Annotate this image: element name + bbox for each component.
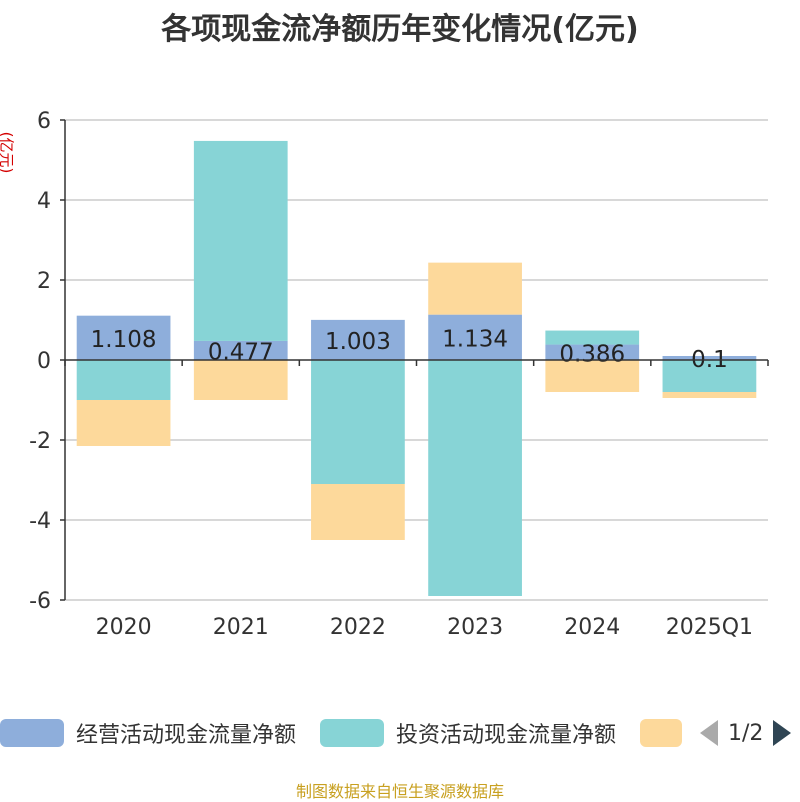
x-tick-label: 2021 (213, 615, 269, 640)
y-tick-label: -2 (29, 429, 51, 454)
grid-lines (65, 119, 768, 601)
bar-series2-2022 (311, 484, 405, 540)
axes: -6 -4 -2 0 2 4 6 2020 2021 2022 2023 2024 2025Q1 (29, 109, 769, 640)
legend-swatch-investing (320, 719, 384, 747)
legend-item-operating[interactable]: 经营活动现金流量净额 (0, 716, 296, 750)
data-label: 1.134 (442, 326, 508, 352)
legend-label-investing: 投资活动现金流量净额 (396, 723, 617, 748)
bar-series1-2022 (311, 360, 405, 484)
bar-series0-2025Q1 (662, 356, 757, 360)
legend-swatch-operating (0, 719, 64, 747)
x-tick-label: 2023 (447, 615, 503, 640)
chart-title: 各项现金流净额历年变化情况(亿元) (161, 12, 639, 47)
bar-series0-2023 (428, 314, 522, 360)
legend-swatch-financing (640, 719, 682, 747)
pager-text: 1/2 (728, 720, 764, 746)
bar-series1-2020 (76, 360, 171, 400)
bar-series2-2021 (193, 360, 288, 400)
data-label: 1.003 (325, 329, 391, 355)
bar-series0-2021 (193, 340, 288, 360)
y-tick-label: 4 (37, 189, 51, 214)
x-tick-label: 2024 (564, 615, 620, 640)
bar-series2-2023 (428, 262, 522, 315)
y-tick-label: 2 (37, 269, 51, 294)
bar-series0-2022 (311, 319, 405, 360)
y-tick-label: -4 (29, 509, 51, 534)
bar-series1-2023 (428, 360, 522, 596)
pager-next-icon[interactable] (773, 720, 792, 746)
bar-series (76, 140, 757, 596)
bar-series0-2024 (545, 344, 640, 360)
y-tick-label: 6 (37, 109, 51, 134)
bar-series1-2024 (545, 330, 640, 345)
legend-item-financing[interactable] (640, 716, 682, 750)
bar-series0-2020 (76, 315, 171, 360)
y-tick-label: -6 (29, 589, 51, 614)
y-tick-label: 0 (37, 349, 51, 374)
bar-series2-2020 (76, 400, 171, 446)
pager-prev-icon[interactable] (700, 720, 718, 746)
bar-series1-2021 (193, 140, 288, 341)
data-label: 1.108 (91, 327, 157, 353)
data-label: 0.386 (559, 341, 625, 367)
x-tick-label: 2022 (330, 615, 386, 640)
bar-series2-2024 (545, 360, 640, 392)
legend-label-operating: 经营活动现金流量净额 (76, 723, 297, 748)
data-label: 0.477 (208, 339, 274, 365)
x-tick-label: 2020 (96, 615, 152, 640)
bar-series2-2025Q1 (662, 392, 757, 398)
legend-item-investing[interactable]: 投资活动现金流量净额 (320, 716, 616, 750)
legend: 经营活动现金流量净额 投资活动现金流量净额 1/2 (0, 716, 800, 756)
legend-pager: 1/2 (700, 716, 792, 750)
bar-series1-2025Q1 (662, 360, 757, 392)
x-tick-label: 2025Q1 (666, 615, 753, 640)
data-source-note: 制图数据来自恒生聚源数据库 (295, 782, 504, 801)
